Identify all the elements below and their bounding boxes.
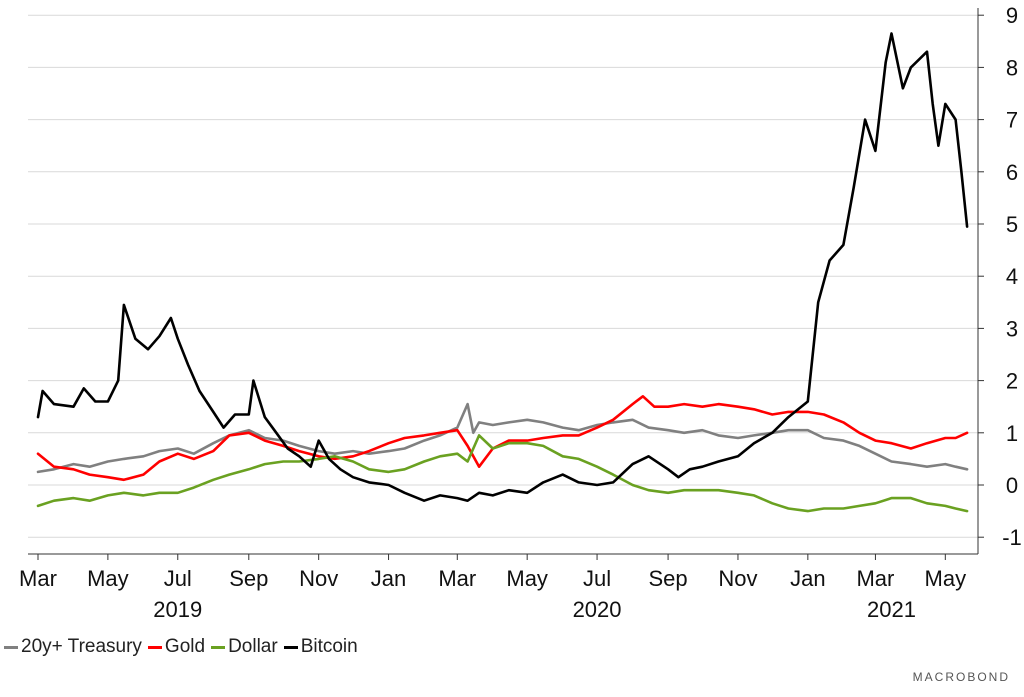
x-tick-label: May [925, 566, 967, 591]
legend-swatch-bitcoin [283, 645, 298, 649]
x-tick-label: Mar [19, 566, 57, 591]
series-line-gold [36, 395, 969, 482]
legend-item-treasury: 20y+ Treasury [4, 636, 142, 658]
y-tick-label: 9 [1006, 3, 1018, 28]
legend-label-treasury: 20y+ Treasury [21, 636, 142, 657]
y-tick-label: 1 [1006, 421, 1018, 446]
x-tick-label: Mar [438, 566, 476, 591]
legend-label-dollar: Dollar [228, 636, 278, 657]
legend-item-bitcoin: Bitcoin [283, 636, 358, 658]
x-tick-label: Nov [718, 566, 757, 591]
macrobond-watermark: MACROBOND [912, 670, 1010, 684]
y-tick-label: 0 [1006, 473, 1018, 498]
y-tick-label: 8 [1006, 55, 1018, 80]
x-tick-label: Jan [371, 566, 406, 591]
x-tick-label: Jan [790, 566, 825, 591]
y-tick-label: -1 [1002, 525, 1022, 550]
y-tick-label: 6 [1006, 160, 1018, 185]
x-tick-label: May [506, 566, 548, 591]
y-tick-label: 3 [1006, 316, 1018, 341]
y-tick-label: 5 [1006, 212, 1018, 237]
chart-legend: 20y+ Treasury Gold Dollar Bitcoin [4, 636, 364, 658]
x-tick-label: Nov [299, 566, 338, 591]
x-tick-label: Jul [583, 566, 611, 591]
legend-swatch-dollar [211, 645, 226, 649]
y-tick-label: 4 [1006, 264, 1018, 289]
x-year-label: 2021 [867, 597, 916, 622]
legend-label-bitcoin: Bitcoin [300, 636, 358, 657]
legend-item-gold: Gold [147, 636, 206, 658]
series-line-dollar [36, 434, 969, 513]
series-line-20y-treasury [36, 402, 969, 474]
x-year-label: 2020 [573, 597, 622, 622]
x-tick-label: Jul [164, 566, 192, 591]
legend-item-dollar: Dollar [211, 636, 278, 658]
x-tick-label: Sep [649, 566, 688, 591]
x-tick-label: Sep [229, 566, 268, 591]
legend-swatch-treasury [4, 645, 18, 649]
legend-label-gold: Gold [164, 636, 206, 657]
legend-swatch-gold [147, 645, 162, 649]
y-tick-label: 2 [1006, 369, 1018, 394]
x-year-label: 2019 [153, 597, 202, 622]
x-tick-label: May [87, 566, 129, 591]
x-tick-label: Mar [856, 566, 894, 591]
series-line-bitcoin [36, 32, 969, 502]
y-tick-label: 7 [1006, 108, 1018, 133]
